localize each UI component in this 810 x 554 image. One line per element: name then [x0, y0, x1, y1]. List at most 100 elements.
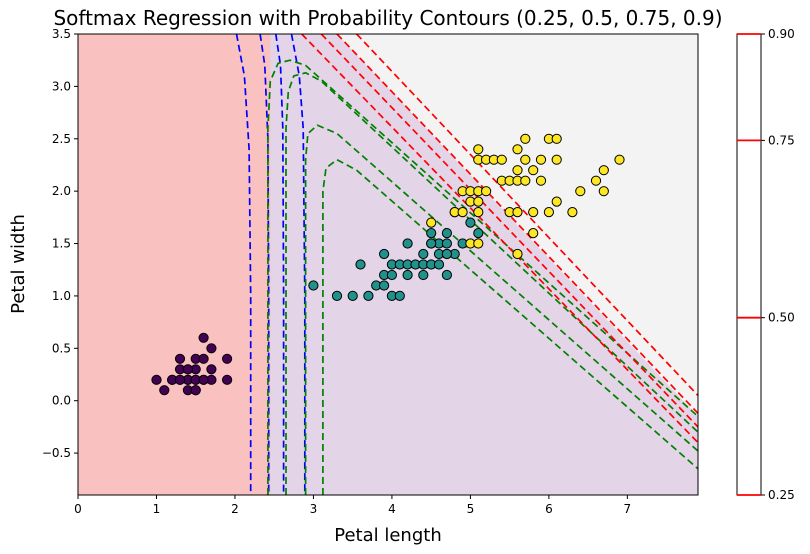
x-tick-label: 1	[153, 502, 161, 516]
point-versicolor	[441, 228, 452, 239]
point-virginica	[590, 175, 602, 186]
point-versicolor	[418, 269, 429, 281]
point-virginica	[598, 186, 609, 197]
y-tick-label: −0.5	[42, 446, 71, 460]
probability-contours	[235, 34, 698, 495]
point-virginica	[473, 196, 484, 207]
point-setosa	[206, 364, 217, 375]
colorbar: 0.25 0.50 0.75 0.90	[737, 27, 795, 502]
point-virginica	[473, 207, 484, 218]
y-tick-label: 0.0	[52, 394, 71, 408]
contour-class-2-p0.9	[355, 34, 698, 397]
point-versicolor	[331, 290, 343, 301]
point-versicolor	[355, 259, 366, 270]
point-virginica	[457, 207, 468, 218]
y-tick-label: 2.5	[52, 132, 71, 146]
y-axis-label: Petal width	[8, 214, 29, 314]
point-versicolor	[433, 259, 445, 270]
y-tick-label: 1.5	[52, 237, 71, 251]
point-virginica	[481, 186, 492, 197]
colorbar-frame	[736, 33, 762, 496]
contour-class-2-p0.25	[301, 34, 698, 444]
point-versicolor	[394, 290, 405, 301]
point-setosa	[198, 353, 209, 364]
point-virginica	[551, 196, 562, 207]
y-tick-label: 1.0	[52, 289, 71, 303]
point-setosa	[198, 332, 209, 343]
point-virginica	[520, 154, 531, 165]
point-virginica	[551, 154, 562, 165]
point-virginica	[473, 238, 484, 249]
y-tick-label: 3.0	[52, 79, 71, 93]
colorbar-tick-label: 0.75	[768, 133, 795, 147]
colorbar-tick-label: 0.50	[768, 311, 795, 325]
point-versicolor	[308, 280, 319, 291]
point-virginica	[551, 133, 562, 144]
point-virginica	[614, 154, 625, 165]
point-virginica	[535, 154, 547, 165]
point-setosa	[174, 353, 186, 364]
point-virginica	[512, 207, 523, 218]
x-axis-label: Petal length	[334, 525, 441, 546]
point-versicolor	[402, 238, 413, 249]
contour-class-1-p0.5	[285, 71, 698, 495]
point-virginica	[426, 217, 437, 228]
contour-class-0-p0.25	[235, 34, 252, 495]
class-2-region	[337, 34, 698, 417]
point-versicolor	[441, 248, 452, 260]
point-versicolor	[363, 290, 374, 301]
colorbar-tick-label: 0.25	[768, 488, 795, 502]
contour-class-1-p0.9	[322, 158, 698, 495]
chart-title: Softmax Regression with Probability Cont…	[53, 6, 722, 30]
x-tick-label: 3	[310, 502, 318, 516]
series-versicolor	[308, 207, 484, 301]
colorbar-tick-label: 0.90	[768, 27, 795, 41]
point-virginica	[543, 207, 555, 218]
point-setosa	[198, 374, 209, 385]
x-tick-label: 0	[74, 502, 82, 516]
point-setosa	[151, 374, 162, 385]
point-versicolor	[426, 238, 437, 249]
point-versicolor	[379, 248, 390, 260]
series-virginica	[426, 133, 625, 260]
point-versicolor	[418, 248, 429, 260]
y-tick-label: 3.5	[52, 27, 71, 41]
x-tick-label: 4	[388, 502, 396, 516]
point-setosa	[182, 364, 193, 375]
point-virginica	[575, 186, 586, 197]
point-setosa	[190, 385, 201, 396]
point-versicolor	[426, 228, 437, 239]
y-tick-label: 2.0	[52, 184, 71, 198]
x-tick-label: 5	[467, 502, 475, 516]
contour-class-2-p0.5	[320, 34, 698, 428]
contour-class-1-p0.75	[304, 124, 698, 495]
series-setosa	[151, 332, 233, 396]
y-axis-ticks: −0.5 0.0 0.5 1.0 1.5 2.0 2.5 3.0 3.5	[42, 27, 78, 460]
point-versicolor	[402, 269, 413, 281]
point-versicolor	[379, 280, 390, 291]
x-tick-label: 7	[624, 502, 632, 516]
point-virginica	[512, 248, 523, 260]
point-virginica	[520, 175, 531, 186]
x-axis-ticks: 0 1 2 3 4 5 6 7	[74, 495, 631, 516]
point-setosa	[174, 374, 186, 385]
x-tick-label: 2	[231, 502, 239, 516]
point-virginica	[520, 133, 531, 144]
point-setosa	[222, 374, 233, 385]
point-versicolor	[441, 269, 452, 281]
point-virginica	[528, 165, 539, 176]
point-virginica	[528, 228, 539, 239]
decision-regions	[78, 34, 698, 495]
point-setosa	[206, 343, 217, 354]
y-tick-label: 0.5	[52, 341, 71, 355]
point-virginica	[535, 175, 547, 186]
class-1-region	[270, 34, 698, 495]
point-virginica	[473, 144, 484, 155]
point-virginica	[512, 165, 523, 176]
data-points	[151, 133, 625, 396]
point-setosa	[159, 385, 170, 396]
point-versicolor	[347, 290, 358, 301]
point-virginica	[528, 207, 539, 218]
point-versicolor	[386, 269, 397, 281]
